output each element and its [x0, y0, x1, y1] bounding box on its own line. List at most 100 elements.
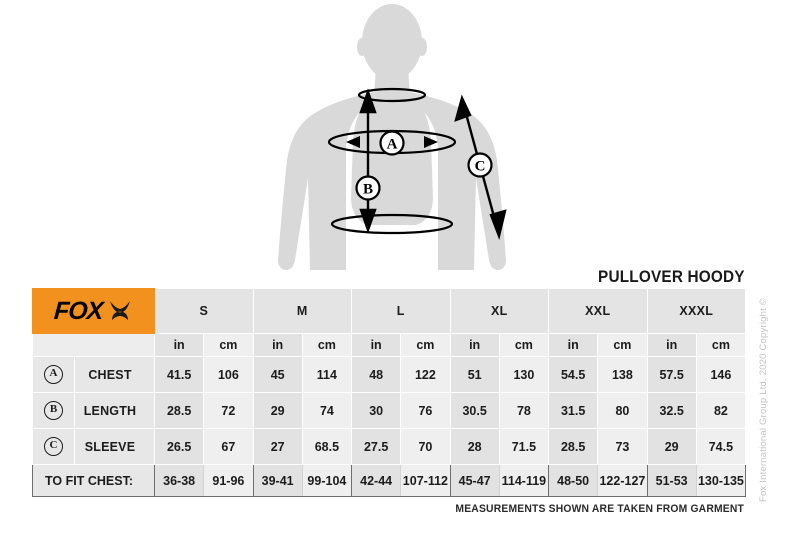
cell-sleeve-m-cm: 68.5 [301, 428, 353, 465]
cell-fit-m-in: 39-41 [252, 464, 303, 497]
table-row: A CHEST 41.5 106 45 114 48 122 51 130 54… [32, 356, 747, 393]
cell-sleeve-xl-in: 28 [449, 428, 500, 465]
cell-sleeve-s-cm: 67 [203, 428, 254, 465]
cell-length-l-in: 30 [351, 392, 402, 429]
badge-letter: A [44, 365, 63, 384]
table-row: C SLEEVE 26.5 67 27 68.5 27.5 70 28 71.5… [32, 428, 747, 465]
unit-header-in-s: in [153, 333, 205, 357]
cell-chest-xl-in: 51 [449, 356, 500, 393]
waist-ellipse-marker [330, 213, 454, 235]
units-spacer [32, 333, 155, 357]
table-header-sizes: FOX S M L XL XXL XXXL [32, 288, 747, 334]
size-header-l: L [351, 288, 451, 334]
cell-fit-xxl-cm: 122-127 [597, 464, 648, 497]
unit-header-in-l: in [351, 333, 402, 357]
cell-chest-m-cm: 114 [301, 356, 353, 393]
cell-length-xl-in: 30.5 [449, 392, 500, 429]
size-header-xxxl: XXXL [646, 288, 747, 334]
cell-fit-xxl-in: 48-50 [548, 464, 599, 497]
cell-chest-xxxl-cm: 146 [695, 356, 747, 393]
size-chart-table: FOX S M L XL XXL XXXL in cm in cm in cm [32, 288, 747, 497]
svg-text:B: B [363, 182, 373, 198]
cell-chest-s-in: 41.5 [153, 356, 205, 393]
marker-badge-b: B [355, 175, 381, 201]
cell-chest-s-cm: 106 [203, 356, 254, 393]
cell-fit-xxxl-in: 51-53 [646, 464, 697, 497]
row-label-length: LENGTH [74, 392, 155, 429]
measurement-illustration: A B C [250, 2, 570, 274]
fox-head-icon [110, 301, 131, 320]
row-badge-c: C [32, 428, 75, 465]
copyright-notice: Fox International Group Ltd. 2020 Copyri… [758, 298, 769, 503]
cell-sleeve-xxxl-in: 29 [646, 428, 697, 465]
cell-chest-xxl-in: 54.5 [548, 356, 599, 393]
size-header-xl: XL [449, 288, 550, 334]
cell-length-m-cm: 74 [301, 392, 353, 429]
badge-letter: C [44, 437, 63, 456]
row-label-chest: CHEST [74, 356, 155, 393]
cell-sleeve-xxl-in: 28.5 [548, 428, 599, 465]
cell-chest-xxxl-in: 57.5 [646, 356, 697, 393]
unit-header-cm-s: cm [203, 333, 254, 357]
cell-fit-xl-in: 45-47 [449, 464, 500, 497]
cell-sleeve-m-in: 27 [252, 428, 303, 465]
cell-length-m-in: 29 [252, 392, 303, 429]
table-header-units: in cm in cm in cm in cm in cm in cm [32, 333, 747, 357]
chest-arrow-right [424, 136, 438, 148]
cell-length-xxxl-in: 32.5 [646, 392, 697, 429]
cell-length-xxl-cm: 80 [597, 392, 648, 429]
cell-length-l-cm: 76 [400, 392, 451, 429]
brand-logo: FOX [32, 288, 155, 334]
cell-fit-l-cm: 107-112 [400, 464, 451, 497]
cell-length-xl-cm: 78 [498, 392, 550, 429]
marker-badge-a: A [379, 130, 405, 156]
table-row-to-fit-chest: TO FIT CHEST: 36-38 91-96 39-41 99-104 4… [32, 464, 747, 497]
cell-fit-xl-cm: 114-119 [499, 464, 550, 497]
footer-note: MEASUREMENTS SHOWN ARE TAKEN FROM GARMEN… [455, 503, 744, 515]
svg-text:C: C [475, 159, 486, 175]
cell-fit-l-in: 42-44 [351, 464, 402, 497]
badge-letter: B [44, 401, 63, 420]
size-header-m: M [252, 288, 353, 334]
unit-header-cm-l: cm [400, 333, 451, 357]
cell-fit-s-cm: 91-96 [203, 464, 254, 497]
cell-fit-xxxl-cm: 130-135 [696, 464, 747, 497]
cell-fit-s-in: 36-38 [153, 464, 205, 497]
cell-chest-xxl-cm: 138 [597, 356, 648, 393]
marker-badge-c: C [467, 152, 493, 178]
chest-arrow-left [346, 136, 360, 148]
unit-header-cm-m: cm [301, 333, 353, 357]
cell-sleeve-xl-cm: 71.5 [498, 428, 550, 465]
unit-header-cm-xl: cm [498, 333, 550, 357]
cell-chest-m-in: 45 [252, 356, 303, 393]
page-title: PULLOVER HOODY [598, 268, 745, 286]
cell-chest-l-in: 48 [351, 356, 402, 393]
cell-fit-m-cm: 99-104 [302, 464, 353, 497]
unit-header-cm-xxxl: cm [695, 333, 747, 357]
unit-header-in-xxxl: in [646, 333, 697, 357]
cell-sleeve-s-in: 26.5 [153, 428, 205, 465]
neck-ellipse-marker [357, 87, 427, 103]
unit-header-cm-xxl: cm [597, 333, 648, 357]
cell-length-s-in: 28.5 [153, 392, 205, 429]
unit-header-in-m: in [252, 333, 303, 357]
cell-length-xxl-in: 31.5 [548, 392, 599, 429]
table-row: B LENGTH 28.5 72 29 74 30 76 30.5 78 31.… [32, 392, 747, 429]
row-badge-b: B [32, 392, 75, 429]
cell-sleeve-xxxl-cm: 74.5 [695, 428, 747, 465]
row-label-sleeve: SLEEVE [74, 428, 155, 465]
cell-length-s-cm: 72 [203, 392, 254, 429]
size-header-xxl: XXL [548, 288, 648, 334]
cell-chest-xl-cm: 130 [498, 356, 550, 393]
brand-wordmark: FOX [52, 296, 104, 325]
size-header-s: S [154, 288, 254, 334]
cell-sleeve-l-cm: 70 [400, 428, 451, 465]
cell-length-xxxl-cm: 82 [695, 392, 747, 429]
row-badge-a: A [32, 356, 75, 393]
unit-header-in-xl: in [449, 333, 500, 357]
unit-header-in-xxl: in [548, 333, 599, 357]
cell-sleeve-xxl-cm: 73 [597, 428, 648, 465]
cell-chest-l-cm: 122 [400, 356, 451, 393]
svg-text:A: A [387, 137, 398, 153]
